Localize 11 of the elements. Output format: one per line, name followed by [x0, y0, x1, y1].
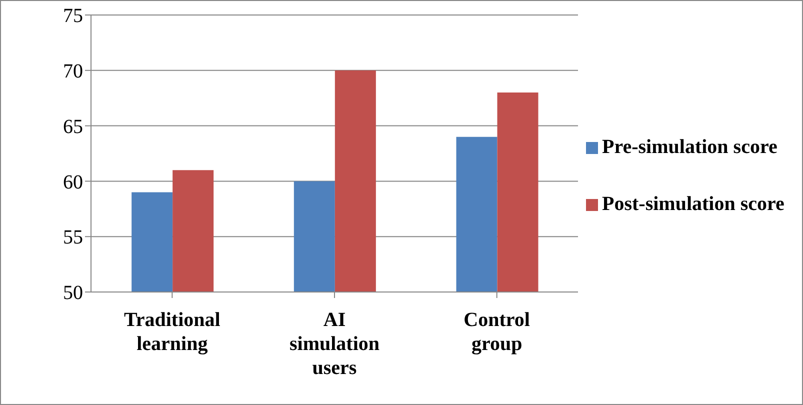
legend-label: Pre-simulation score [602, 136, 778, 159]
legend-label: Post-simulation score [602, 193, 784, 216]
x-tick-label: Traditional learning [124, 309, 221, 355]
y-tick-label: 55 [63, 226, 83, 249]
y-tick-label: 65 [63, 116, 83, 138]
x-tick-label: AI simulation users [289, 309, 380, 379]
y-tick-label: 75 [63, 5, 83, 28]
y-tick-label: 60 [63, 171, 83, 194]
x-tick-label: Control group [464, 309, 530, 355]
y-tick-label: 70 [63, 60, 83, 82]
y-tick-label: 50 [63, 282, 83, 304]
